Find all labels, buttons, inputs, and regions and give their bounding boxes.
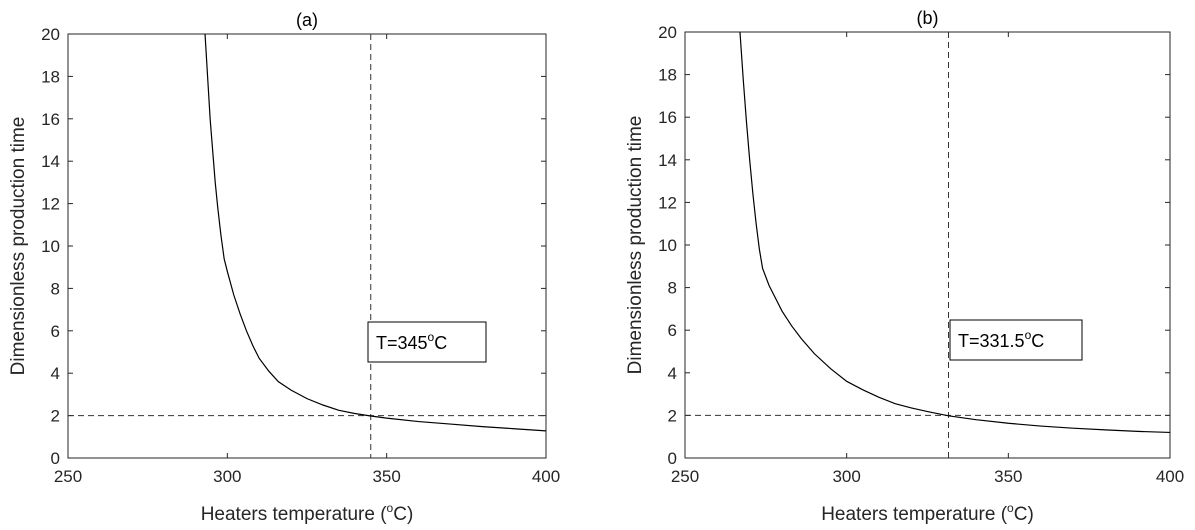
y-tick-label: 12 <box>658 193 677 212</box>
annotation-value: T=345 <box>376 333 428 353</box>
x-axis-label-degree: o <box>1007 501 1014 515</box>
y-tick-label: 18 <box>658 66 677 85</box>
annotation-degree: o <box>1025 328 1032 342</box>
y-tick-label: 8 <box>51 279 60 298</box>
x-tick-label: 400 <box>1156 467 1184 486</box>
x-tick-label: 300 <box>832 467 860 486</box>
x-axis-label-text: Heaters temperature ( <box>821 504 1008 525</box>
x-tick-label: 300 <box>213 467 241 486</box>
x-axis-label-degree: o <box>387 501 394 515</box>
plot-area <box>67 33 547 459</box>
x-tick-label: 250 <box>671 467 699 486</box>
annotation-degree: o <box>428 330 435 344</box>
x-tick-label: 350 <box>994 467 1022 486</box>
curve-line <box>739 31 1171 434</box>
y-tick-label: 0 <box>668 449 677 468</box>
x-axis-label-unit: C) <box>1014 504 1034 525</box>
y-tick-label: 2 <box>51 407 60 426</box>
y-tick-label: 18 <box>41 67 60 86</box>
y-tick-label: 6 <box>51 322 60 341</box>
annotation-box <box>949 319 1083 361</box>
y-tick-label: 0 <box>51 449 60 468</box>
panel-title: (b) <box>917 8 939 28</box>
x-axis-label: Heaters temperature (oC) <box>821 501 1034 525</box>
annotation-unit: C <box>434 333 447 353</box>
y-tick-label: 10 <box>658 236 677 255</box>
panel-title: (a) <box>296 10 318 30</box>
x-axis-label-text: Heaters temperature ( <box>201 504 388 525</box>
x-axis-label-unit: C) <box>393 504 413 525</box>
annotation-unit: C <box>1031 331 1044 351</box>
y-tick-label: 8 <box>668 279 677 298</box>
y-tick-label: 16 <box>658 108 677 127</box>
y-tick-label: 6 <box>668 321 677 340</box>
y-tick-label: 4 <box>51 364 60 383</box>
y-tick-label: 16 <box>41 110 60 129</box>
y-tick-label: 14 <box>658 151 677 170</box>
x-tick-label: 250 <box>54 467 82 486</box>
y-tick-label: 20 <box>41 25 60 44</box>
y-axis-label: Dimensionless production time <box>625 116 646 375</box>
plot-area <box>684 31 1171 459</box>
x-tick-label: 350 <box>372 467 400 486</box>
y-tick-label: 20 <box>658 23 677 42</box>
annotation-text: T=345oC <box>376 330 447 353</box>
x-axis-label: Heaters temperature (oC) <box>201 501 414 525</box>
annotation-text: T=331.5oC <box>958 328 1044 351</box>
y-axis-label: Dimensionless production time <box>8 117 29 376</box>
annotation-value: T=331.5 <box>958 331 1025 351</box>
x-tick-label: 400 <box>532 467 560 486</box>
y-tick-label: 10 <box>41 237 60 256</box>
y-tick-label: 2 <box>668 406 677 425</box>
y-tick-label: 4 <box>668 364 677 383</box>
curve-line <box>204 33 547 432</box>
y-tick-label: 12 <box>41 195 60 214</box>
annotation-box <box>367 321 487 363</box>
y-tick-label: 14 <box>41 152 60 171</box>
